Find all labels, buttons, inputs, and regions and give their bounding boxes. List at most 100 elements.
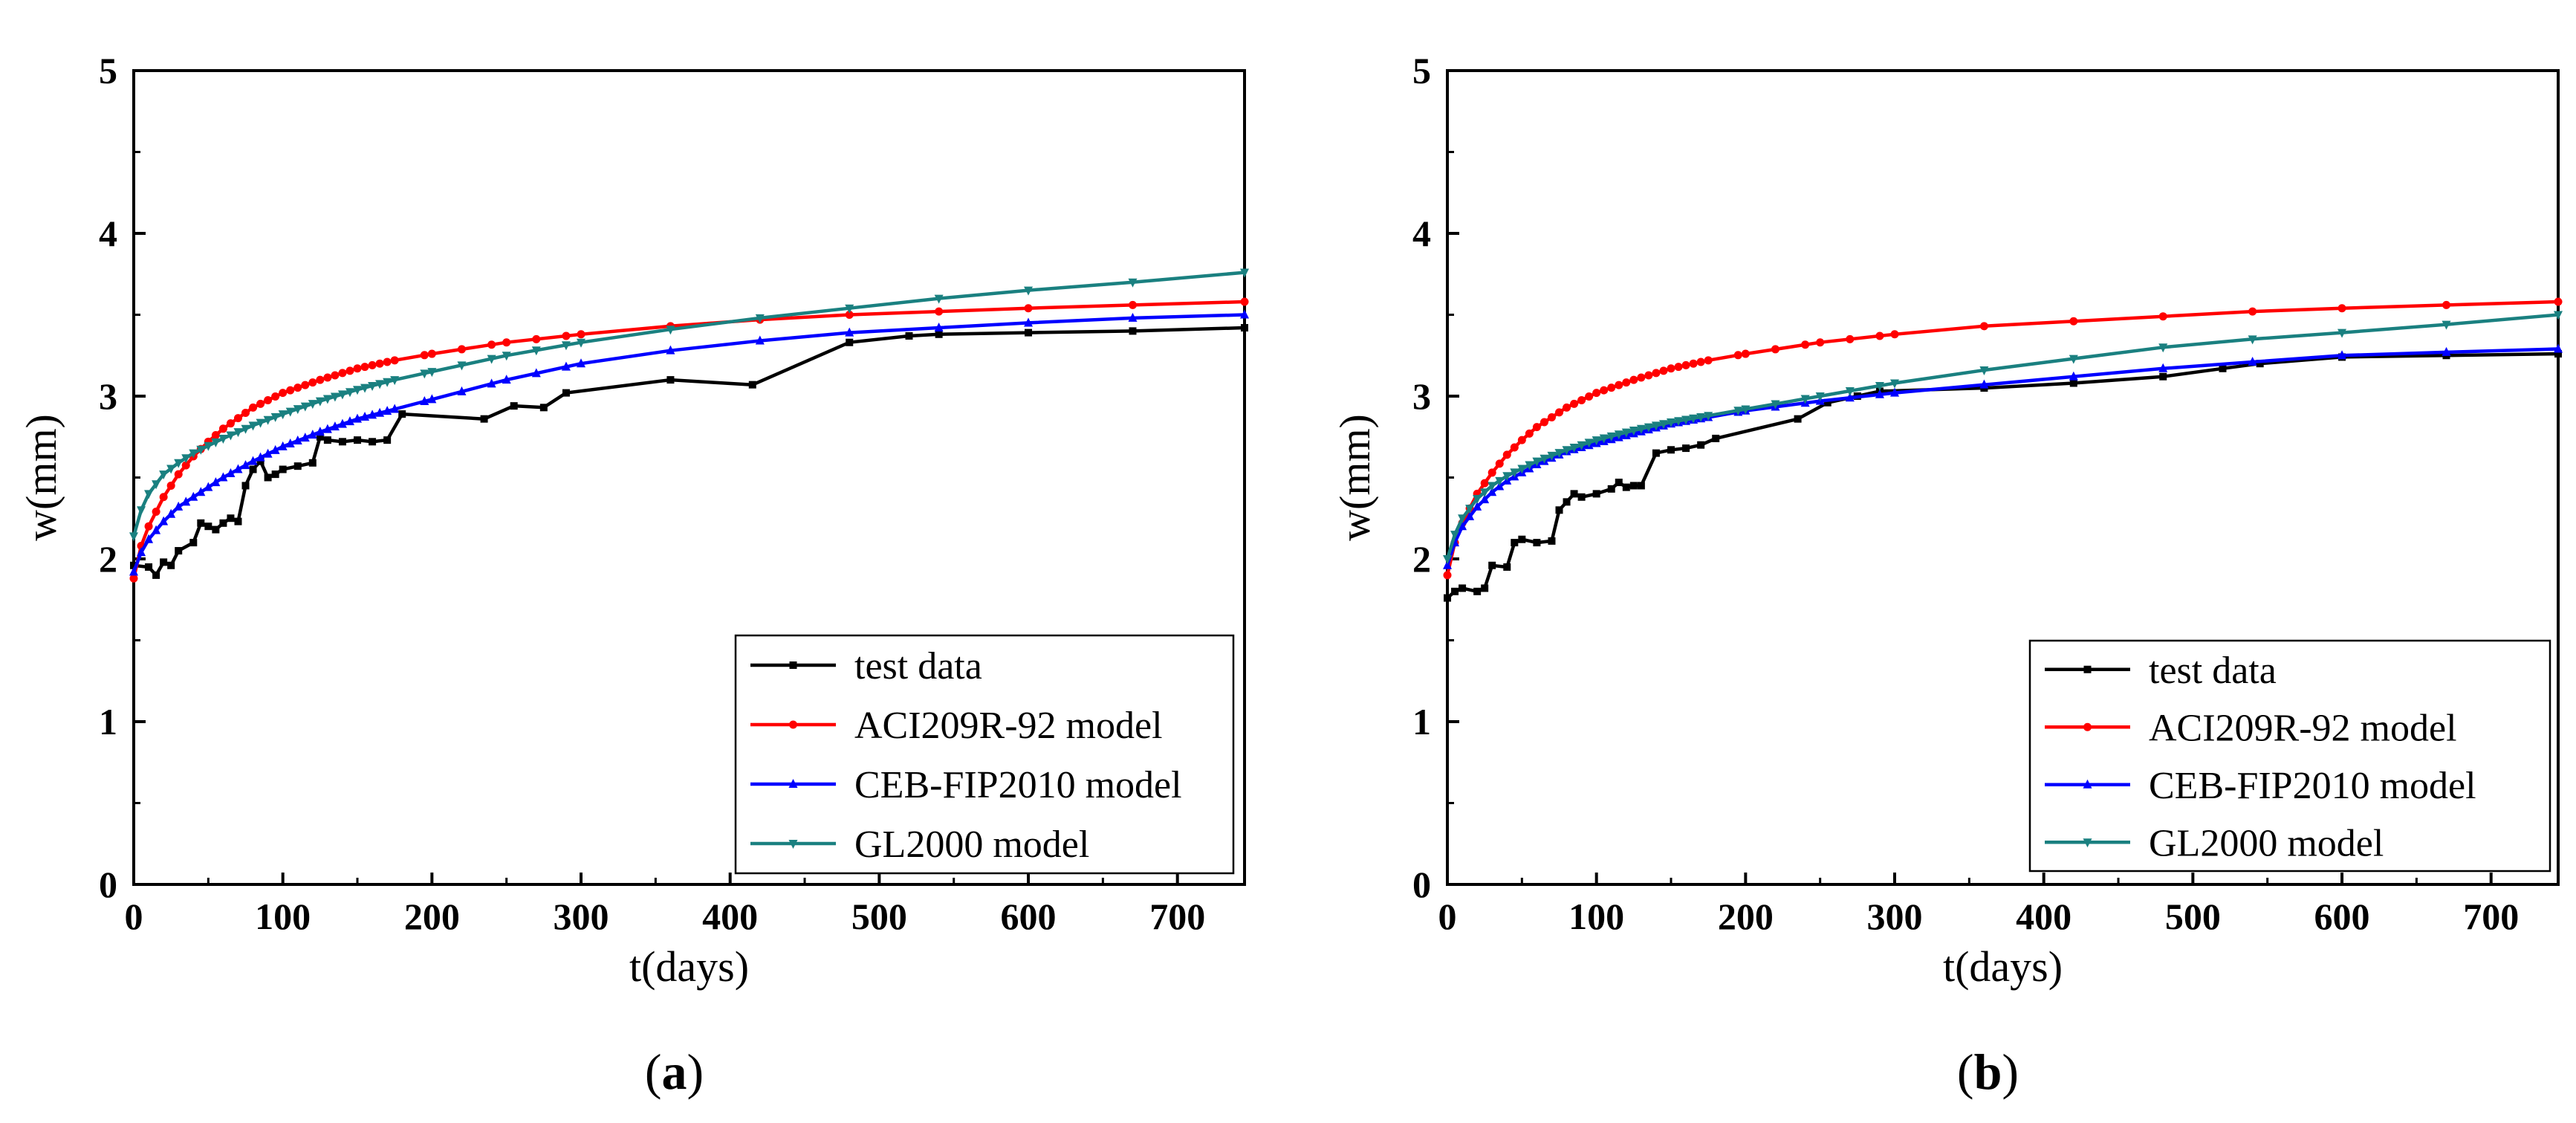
- data-point-a-1: [368, 360, 377, 369]
- y-axis-label-b: w(mm): [1331, 414, 1379, 541]
- data-point-b-0: [1548, 537, 1556, 545]
- data-point-b-0: [1481, 584, 1489, 592]
- data-point-b-3: [1554, 449, 1564, 459]
- data-point-b-0: [1682, 444, 1690, 453]
- x-tick-label-b: 0: [1438, 896, 1457, 937]
- data-point-a-1: [345, 366, 354, 375]
- y-tick-label-b: 4: [1412, 213, 1431, 254]
- data-point-a-2: [502, 375, 511, 384]
- y-tick-label-b: 1: [1412, 701, 1431, 742]
- data-point-b-3: [1562, 446, 1571, 456]
- data-point-a-1: [159, 493, 168, 502]
- data-point-b-1: [1570, 399, 1579, 408]
- legend-marker-b-0: [2083, 665, 2092, 673]
- legend-label-b-0: test data: [2149, 650, 2277, 692]
- y-tick-label-a: 1: [99, 701, 117, 742]
- chart-a: 0 100 200 300 400 500 600 700 0 1 2 3 4 5 t(days) w(mm)…: [17, 50, 1249, 1100]
- data-point-b-0: [1697, 441, 1705, 449]
- y-tick-label-b: 2: [1412, 538, 1431, 580]
- data-point-a-3: [218, 434, 228, 444]
- data-point-a-0: [666, 376, 675, 384]
- data-point-a-1: [316, 375, 325, 384]
- data-point-a-3: [322, 395, 332, 404]
- x-tick-label-a: 500: [851, 896, 907, 937]
- data-point-b-3: [1606, 432, 1616, 441]
- data-point-b-2: [1875, 389, 1884, 398]
- data-point-a-2: [278, 441, 288, 450]
- data-point-a-2: [368, 410, 377, 419]
- data-point-b-1: [1674, 363, 1683, 372]
- data-point-a-0: [160, 558, 168, 566]
- data-point-b-3: [1979, 366, 1989, 375]
- data-point-a-1: [375, 359, 384, 368]
- data-point-b-3: [1875, 381, 1884, 391]
- data-point-a-1: [256, 399, 265, 408]
- data-point-b-1: [1540, 418, 1548, 427]
- data-point-a-1: [1128, 300, 1137, 309]
- x-tick-label-a: 600: [1001, 896, 1057, 937]
- data-point-b-0: [1622, 483, 1630, 491]
- data-point-b-1: [1689, 359, 1698, 368]
- data-point-a-2: [308, 430, 317, 439]
- data-point-a-1: [1240, 297, 1249, 306]
- data-point-a-3: [285, 407, 295, 417]
- data-point-b-3: [1532, 457, 1542, 467]
- data-point-a-1: [211, 431, 220, 440]
- data-point-b-3: [1592, 436, 1601, 446]
- data-point-b-3: [1458, 514, 1467, 524]
- data-point-b-0: [1459, 584, 1467, 592]
- data-point-a-2: [375, 407, 385, 417]
- x-tick-label-a: 200: [404, 896, 460, 937]
- data-point-b-0: [2159, 372, 2167, 381]
- data-point-a-2: [174, 501, 184, 511]
- data-point-a-0: [175, 547, 183, 555]
- data-point-a-3: [383, 378, 392, 387]
- x-axis-label-b: t(days): [1943, 942, 2063, 991]
- data-point-a-2: [1128, 312, 1138, 322]
- data-point-a-3: [487, 355, 496, 364]
- legend-a: test data ACI209R-92 model CEB-FIP2010 mod…: [734, 634, 1235, 875]
- data-point-b-1: [1652, 369, 1661, 378]
- data-point-a-0: [279, 465, 287, 473]
- data-point-a-3: [308, 400, 317, 410]
- data-point-a-3: [293, 405, 302, 415]
- data-point-b-3: [2158, 343, 2168, 353]
- data-point-a-0: [562, 389, 570, 397]
- data-point-a-1: [129, 574, 138, 583]
- data-point-b-3: [1450, 531, 1460, 540]
- data-point-a-3: [1128, 278, 1138, 288]
- data-point-a-2: [248, 456, 258, 465]
- legend-b: test data ACI209R-92 model CEB-FIP2010 mod…: [2028, 639, 2551, 873]
- x-tick-label-a: 100: [255, 896, 311, 937]
- data-point-b-2: [2158, 363, 2168, 372]
- data-point-b-2: [1443, 560, 1452, 569]
- data-point-b-0: [1652, 449, 1660, 457]
- legend-marker-b-3: [2083, 838, 2092, 848]
- legend-marker-a-0: [789, 661, 797, 669]
- data-point-b-1: [1659, 366, 1668, 375]
- y-tick-label-a: 5: [99, 50, 117, 91]
- data-point-b-0: [1794, 415, 1802, 423]
- data-point-b-1: [1592, 389, 1601, 398]
- data-point-a-1: [935, 307, 944, 316]
- x-tick-label-a: 700: [1149, 896, 1205, 937]
- data-point-a-1: [390, 356, 399, 365]
- data-point-a-2: [487, 378, 496, 388]
- data-point-b-1: [1577, 395, 1586, 404]
- data-point-b-0: [1563, 498, 1571, 506]
- legend-marker-b-1: [2083, 722, 2092, 731]
- data-point-a-2: [390, 404, 400, 413]
- y-tick-label-b: 0: [1412, 864, 1431, 905]
- y-tick-label-a: 0: [99, 864, 117, 905]
- data-point-a-0: [1241, 324, 1248, 332]
- data-point-a-0: [369, 438, 377, 446]
- data-point-b-3: [1480, 488, 1490, 498]
- data-point-a-1: [427, 349, 436, 358]
- data-point-b-1: [1771, 345, 1779, 354]
- x-tick-label-a: 300: [554, 896, 609, 937]
- data-point-b-3: [1658, 420, 1668, 430]
- data-point-b-3: [1547, 451, 1557, 461]
- data-point-a-3: [211, 438, 221, 447]
- data-point-a-2: [204, 482, 213, 491]
- data-point-a-3: [755, 314, 765, 323]
